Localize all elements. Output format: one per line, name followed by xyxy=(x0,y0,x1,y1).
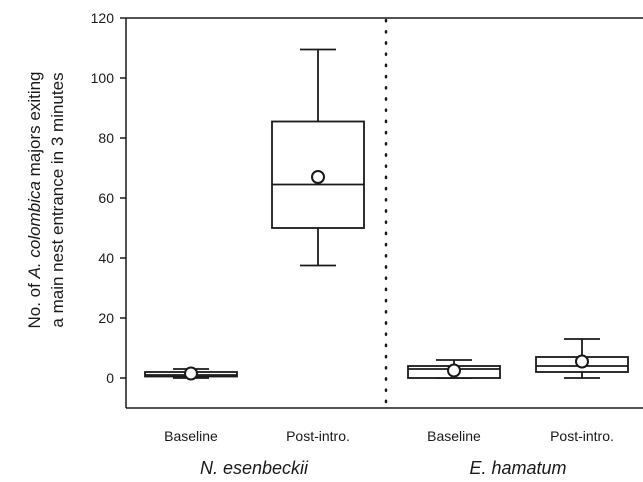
y-tick-label-40: 40 xyxy=(98,250,114,266)
mean-marker xyxy=(575,354,589,369)
box-e-hamatum-post-intro xyxy=(535,338,629,379)
y-tick-label-60: 60 xyxy=(98,190,114,206)
x-axis-labels: Baseline Post-intro. N. esenbeckii Baseline… xyxy=(164,428,614,478)
y-axis-label: No. of A. colombica majors exiting a mai… xyxy=(25,71,67,328)
y-tick-label-20: 20 xyxy=(98,310,114,326)
mean-marker xyxy=(311,170,325,184)
group-label-1: N. esenbeckii xyxy=(200,458,309,478)
y-axis-label-line-2: a main nest entrance in 3 minutes xyxy=(48,72,67,327)
box-e-hamatum-baseline xyxy=(407,359,501,379)
category-label-3: Baseline xyxy=(427,428,481,444)
y-tick-label-0: 0 xyxy=(106,370,114,386)
y-axis-label-line-1: No. of A. colombica majors exiting xyxy=(25,71,44,328)
y-tick-label-80: 80 xyxy=(98,130,114,146)
box-n-esenbeckii-baseline xyxy=(144,366,238,381)
boxes xyxy=(144,48,629,381)
box-n-esenbeckii-post-intro xyxy=(271,48,365,267)
category-label-4: Post-intro. xyxy=(550,428,614,444)
y-tick-label-120: 120 xyxy=(91,10,115,26)
axes xyxy=(125,17,643,409)
mean-marker xyxy=(447,363,461,378)
mean-marker xyxy=(184,366,198,381)
category-label-2: Post-intro. xyxy=(286,428,350,444)
y-axis-ticks: 0 20 40 60 80 100 120 xyxy=(91,10,126,386)
category-label-1: Baseline xyxy=(164,428,218,444)
y-tick-label-100: 100 xyxy=(91,70,115,86)
group-label-2: E. hamatum xyxy=(469,458,566,478)
